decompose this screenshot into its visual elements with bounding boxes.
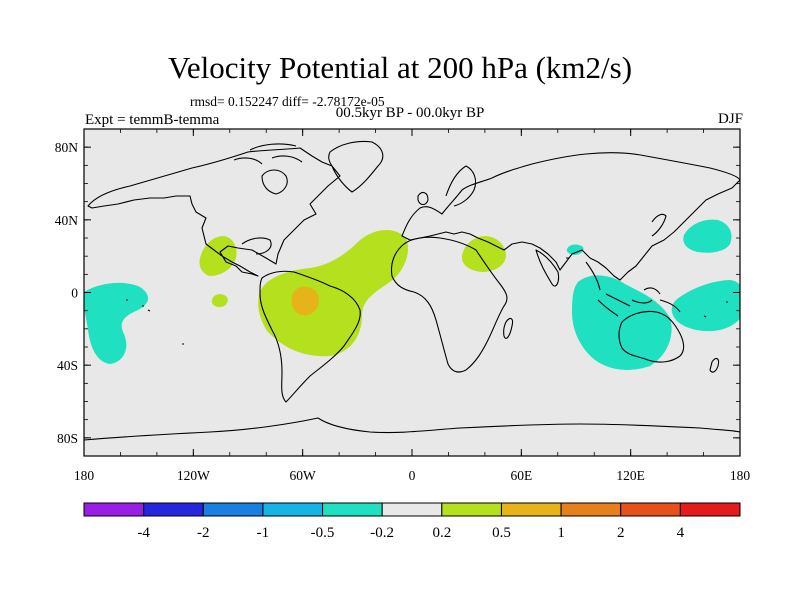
colorbar-swatch [143, 502, 204, 517]
colorbar-swatch [381, 502, 443, 517]
negative-anomaly-nw-pacific [683, 219, 732, 253]
lat-tick-label: 0 [71, 286, 78, 301]
lat-tick-label: 40N [55, 213, 79, 228]
lon-tick-label: 120E [616, 468, 645, 483]
experiment-label: Expt = temmB-temma [85, 112, 220, 128]
negative-anomaly-central-pacific [84, 282, 148, 364]
lat-tick-label: 40S [57, 358, 78, 373]
colorbar-label: 4 [677, 525, 685, 541]
colorbar-swatch [620, 502, 681, 517]
lat-tick-label: 80N [55, 140, 79, 155]
lon-tick-label: 180 [730, 468, 751, 483]
colorbar-swatch [500, 502, 562, 517]
coast-small-islands [126, 257, 728, 345]
colorbar: -4 -2 -1 -0.5 -0.2 0.2 0.5 1 2 4 [83, 502, 741, 541]
coast-arctic-islands [233, 143, 303, 165]
colorbar-label: -1 [257, 525, 270, 541]
lat-tick-label: 80S [57, 431, 78, 446]
coast-hudson-bay [261, 169, 288, 195]
latitude-axis: 80N 40N 0 40S 80S [55, 128, 740, 457]
period-label: 00.5kyr BP - 00.0kyr BP [335, 105, 485, 121]
lon-tick-label: 120W [177, 468, 210, 483]
coast-scandinavia [445, 165, 477, 207]
colorbar-swatch [560, 502, 622, 517]
colorbar-label: -4 [137, 525, 150, 541]
colorbar-label: 2 [617, 525, 625, 541]
coast-africa [390, 236, 508, 373]
lon-tick-label: 60E [510, 468, 532, 483]
negative-anomaly-west-pacific [671, 280, 740, 332]
coastlines [84, 140, 740, 441]
coast-antarctica [84, 417, 740, 441]
stronger-anomaly-amazon [291, 286, 319, 316]
rmsd-diff-stats: rmsd= 0.152247 diff= -2.78172e-05 [190, 94, 385, 109]
coast-north-america [87, 147, 341, 277]
colorbar-swatch [322, 502, 383, 517]
coast-new-zealand [709, 357, 720, 373]
coast-india [535, 249, 560, 287]
coast-australia [618, 310, 685, 363]
coast-south-america [259, 270, 361, 403]
positive-anomaly-small-spot [211, 294, 228, 308]
colorbar-swatch [202, 502, 264, 517]
coast-madagascar [503, 317, 514, 339]
colorbar-label: -0.2 [370, 525, 394, 541]
plot-title: Velocity Potential at 200 hPa (km2/s) [167, 50, 633, 85]
coast-eurasia [401, 152, 740, 281]
lon-tick-label: 0 [409, 468, 416, 483]
colorbar-label: 0.2 [432, 525, 451, 541]
coast-gulf-mexico [241, 237, 272, 255]
negative-anomaly-bay-of-bengal [566, 244, 584, 255]
colorbar-label: 0.5 [492, 525, 511, 541]
colorbar-swatch [679, 502, 741, 517]
coast-british-isles [417, 191, 429, 206]
colorbar-swatch [441, 502, 502, 517]
longitude-axis: 180 120W 60W 0 60E 120E 180 [74, 129, 751, 483]
positive-anomaly-south-america [258, 229, 409, 357]
coast-japan [651, 213, 667, 237]
colorbar-label: -0.5 [311, 525, 335, 541]
coast-greenland [328, 140, 384, 193]
colorbar-swatch [262, 502, 324, 517]
coast-southeast-asia [585, 261, 681, 317]
lon-tick-label: 60W [290, 468, 317, 483]
map-background [84, 129, 740, 456]
colorbar-label: -2 [197, 525, 210, 541]
season-label: DJF [717, 111, 743, 127]
lon-tick-label: 180 [74, 468, 95, 483]
colorbar-swatch [83, 502, 145, 517]
colorbar-label: 1 [557, 525, 565, 541]
